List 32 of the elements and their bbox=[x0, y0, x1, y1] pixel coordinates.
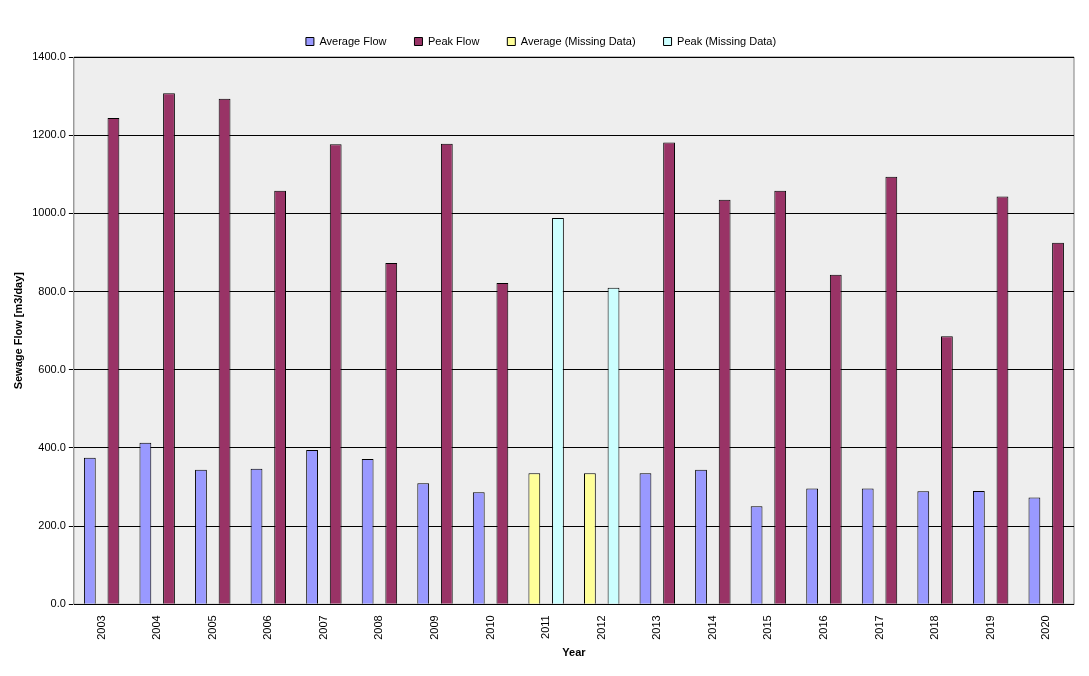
x-tick-label: 2003 bbox=[94, 615, 107, 640]
y-tick-label: 600.0 bbox=[38, 362, 66, 375]
x-tick-label: 2014 bbox=[705, 615, 718, 640]
legend-label: Peak Flow bbox=[427, 34, 480, 47]
x-tick-label: 2018 bbox=[928, 615, 941, 640]
y-tick-label: 0.0 bbox=[50, 597, 66, 610]
y-tick-label: 1400.0 bbox=[32, 50, 66, 63]
x-tick-label: 2005 bbox=[205, 615, 218, 640]
legend-label: Peak (Missing Data) bbox=[677, 34, 777, 47]
x-tick-label: 2007 bbox=[316, 615, 329, 640]
x-tick-label: 2009 bbox=[428, 615, 441, 640]
x-tick-label: 2013 bbox=[650, 615, 663, 640]
legend-label: Average Flow bbox=[319, 34, 387, 47]
x-tick-label: 2004 bbox=[150, 615, 163, 640]
y-axis-title: Sewage Flow [m3/day] bbox=[11, 271, 24, 390]
legend-label: Average (Missing Data) bbox=[520, 34, 636, 47]
x-axis-title: Year bbox=[562, 646, 587, 659]
x-tick-label: 2020 bbox=[1039, 615, 1052, 640]
x-tick-label: 2019 bbox=[983, 615, 996, 640]
x-tick-label: 2017 bbox=[872, 615, 885, 640]
x-tick-label: 2012 bbox=[594, 615, 607, 640]
x-tick-label: 2011 bbox=[539, 615, 552, 639]
x-tick-label: 2008 bbox=[372, 615, 385, 640]
y-tick-label: 400.0 bbox=[38, 440, 66, 453]
x-tick-label: 2016 bbox=[816, 615, 829, 640]
x-tick-label: 2010 bbox=[483, 615, 496, 640]
y-tick-label: 800.0 bbox=[38, 284, 66, 297]
x-tick-label: 2015 bbox=[761, 615, 774, 640]
x-tick-label: 2006 bbox=[261, 615, 274, 640]
y-tick-label: 200.0 bbox=[38, 519, 66, 532]
y-tick-label: 1000.0 bbox=[32, 206, 66, 219]
y-tick-label: 1200.0 bbox=[32, 128, 66, 141]
